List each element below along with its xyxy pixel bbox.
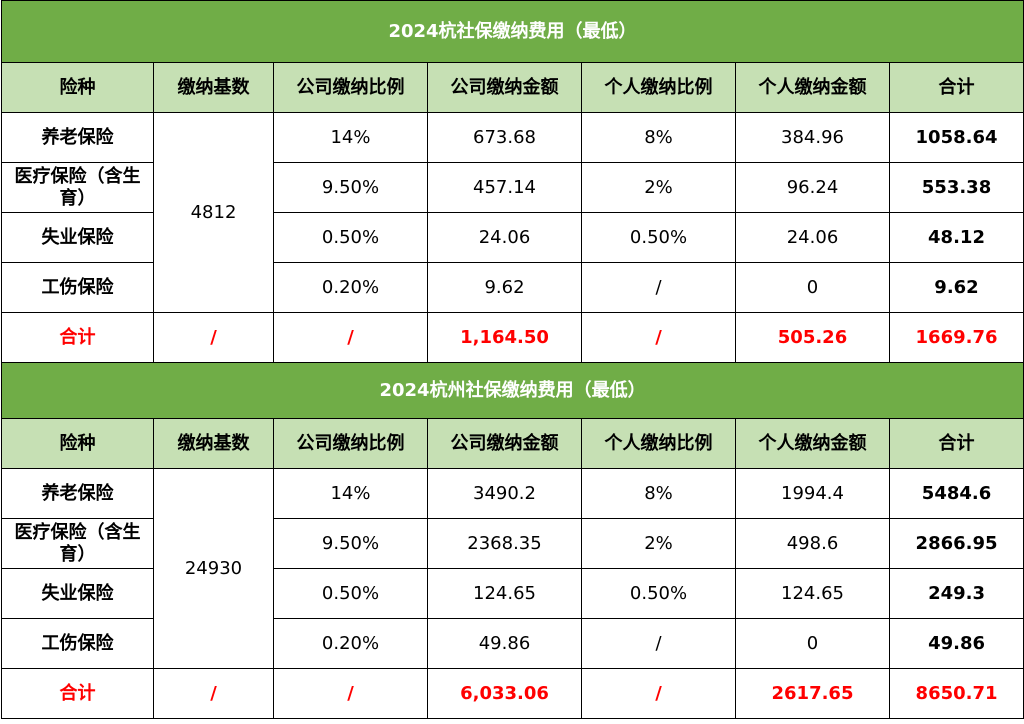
company-amount: 9.62 [427, 262, 582, 313]
personal-amount: 0 [735, 618, 890, 669]
total-label: 合计 [1, 312, 154, 363]
row-total: 1058.64 [888, 112, 1024, 163]
total-row: 合计 / / 6,033.06 / 2617.65 8650.71 [1, 668, 1024, 719]
company-amount: 457.14 [427, 162, 582, 213]
row-total: 5484.6 [888, 468, 1024, 519]
total-personal-rate: / [581, 312, 736, 363]
row-total: 553.38 [888, 162, 1024, 213]
header-company-amount: 公司缴纳金额 [427, 62, 582, 113]
base-amount: 4812 [153, 112, 274, 313]
company-rate: 9.50% [273, 162, 428, 213]
company-rate: 0.20% [273, 262, 428, 313]
header-base: 缴纳基数 [153, 62, 274, 113]
table-title: 2024杭社保缴纳费用（最低） [0, 0, 1024, 63]
company-rate: 0.50% [273, 212, 428, 263]
header-personal-amount: 个人缴纳金额 [735, 418, 890, 469]
total-company-amount: 1,164.50 [427, 312, 582, 363]
company-rate: 14% [273, 468, 428, 519]
header-personal-rate: 个人缴纳比例 [581, 62, 736, 113]
company-rate: 0.20% [273, 618, 428, 669]
header-base: 缴纳基数 [153, 418, 274, 469]
insurance-type: 养老保险 [1, 112, 154, 163]
row-total: 9.62 [888, 262, 1024, 313]
company-amount: 2368.35 [427, 518, 582, 569]
personal-amount: 0 [735, 262, 890, 313]
total-personal-rate: / [581, 668, 736, 719]
total-company-rate: / [273, 668, 428, 719]
insurance-type: 医疗保险（含生育） [1, 518, 154, 569]
personal-amount: 1994.4 [735, 468, 890, 519]
company-rate: 14% [273, 112, 428, 163]
table-row: 养老保险 24930 14% 3490.2 8% 1994.4 5484.6 [1, 468, 1024, 669]
total-company-amount: 6,033.06 [427, 668, 582, 719]
personal-amount: 96.24 [735, 162, 890, 213]
total-base: / [153, 312, 274, 363]
total-base: / [153, 668, 274, 719]
personal-rate: 2% [581, 162, 736, 213]
header-total: 合计 [888, 62, 1024, 113]
table-row: 工伤保险 0.20% 49.86 / 0 49.86 [1, 618, 1024, 669]
grand-total: 8650.71 [888, 668, 1024, 719]
table-title: 2024杭州社保缴纳费用（最低） [0, 362, 1024, 419]
grand-total: 1669.76 [888, 312, 1024, 363]
insurance-type: 工伤保险 [1, 262, 154, 313]
personal-rate: 0.50% [581, 212, 736, 263]
personal-rate: / [581, 618, 736, 669]
total-personal-amount: 505.26 [735, 312, 890, 363]
fee-table-1: 2024杭社保缴纳费用（最低） 险种 缴纳基数 公司缴纳比例 公司缴纳金额 个人… [0, 0, 1024, 363]
total-personal-amount: 2617.65 [735, 668, 890, 719]
total-row: 合计 / / 1,164.50 / 505.26 1669.76 [1, 312, 1024, 363]
insurance-type: 失业保险 [1, 568, 154, 619]
personal-rate: 8% [581, 468, 736, 519]
company-amount: 673.68 [427, 112, 582, 163]
row-total: 48.12 [888, 212, 1024, 263]
company-amount: 3490.2 [427, 468, 582, 519]
header-total: 合计 [888, 418, 1024, 469]
header-type: 险种 [1, 418, 154, 469]
table-row: 医疗保险（含生育） 9.50% 457.14 2% 96.24 553.38 [1, 162, 1024, 213]
header-personal-amount: 个人缴纳金额 [735, 62, 890, 113]
insurance-type: 工伤保险 [1, 618, 154, 669]
personal-rate: 0.50% [581, 568, 736, 619]
personal-amount: 384.96 [735, 112, 890, 163]
header-company-amount: 公司缴纳金额 [427, 418, 582, 469]
table-row: 失业保险 0.50% 24.06 0.50% 24.06 48.12 [1, 212, 1024, 263]
personal-amount: 498.6 [735, 518, 890, 569]
row-total: 249.3 [888, 568, 1024, 619]
company-amount: 49.86 [427, 618, 582, 669]
personal-amount: 24.06 [735, 212, 890, 263]
table-row: 养老保险 4812 14% 673.68 8% 384.96 1058.64 [1, 112, 1024, 313]
header-company-rate: 公司缴纳比例 [273, 62, 428, 113]
personal-amount: 124.65 [735, 568, 890, 619]
company-amount: 124.65 [427, 568, 582, 619]
total-company-rate: / [273, 312, 428, 363]
row-total: 2866.95 [888, 518, 1024, 569]
header-type: 险种 [1, 62, 154, 113]
personal-rate: 2% [581, 518, 736, 569]
base-amount: 24930 [153, 468, 274, 669]
header-company-rate: 公司缴纳比例 [273, 418, 428, 469]
total-label: 合计 [1, 668, 154, 719]
personal-rate: / [581, 262, 736, 313]
insurance-type: 失业保险 [1, 212, 154, 263]
personal-rate: 8% [581, 112, 736, 163]
company-rate: 0.50% [273, 568, 428, 619]
fee-table-2: 2024杭州社保缴纳费用（最低） 险种 缴纳基数 公司缴纳比例 公司缴纳金额 个… [0, 362, 1024, 719]
table-row: 医疗保险（含生育） 9.50% 2368.35 2% 498.6 2866.95 [1, 518, 1024, 569]
company-rate: 9.50% [273, 518, 428, 569]
insurance-type: 养老保险 [1, 468, 154, 519]
row-total: 49.86 [888, 618, 1024, 669]
insurance-type: 医疗保险（含生育） [1, 162, 154, 213]
header-personal-rate: 个人缴纳比例 [581, 418, 736, 469]
company-amount: 24.06 [427, 212, 582, 263]
table-row: 失业保险 0.50% 124.65 0.50% 124.65 249.3 [1, 568, 1024, 619]
